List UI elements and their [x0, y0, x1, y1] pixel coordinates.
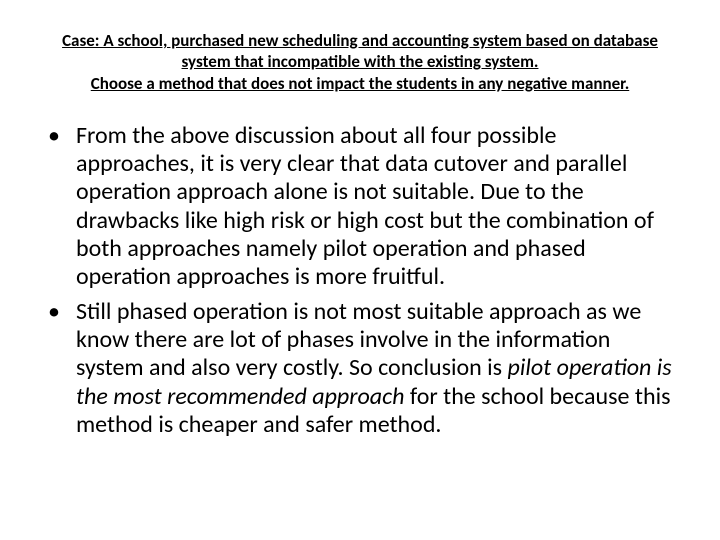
body-list: From the above discussion about all four…: [42, 122, 678, 439]
list-item: From the above discussion about all four…: [42, 122, 678, 292]
title-line-3: Choose a method that does not impact the…: [91, 73, 629, 94]
slide-title: Case: A school, purchased new scheduling…: [48, 30, 672, 94]
title-line-2: system that incompatible with the existi…: [182, 51, 539, 72]
title-line-1: Case: A school, purchased new scheduling…: [62, 30, 658, 51]
bullet-text: From the above discussion about all four…: [76, 121, 654, 292]
list-item: Still phased operation is not most suita…: [42, 298, 678, 440]
slide: Case: A school, purchased new scheduling…: [0, 0, 720, 540]
